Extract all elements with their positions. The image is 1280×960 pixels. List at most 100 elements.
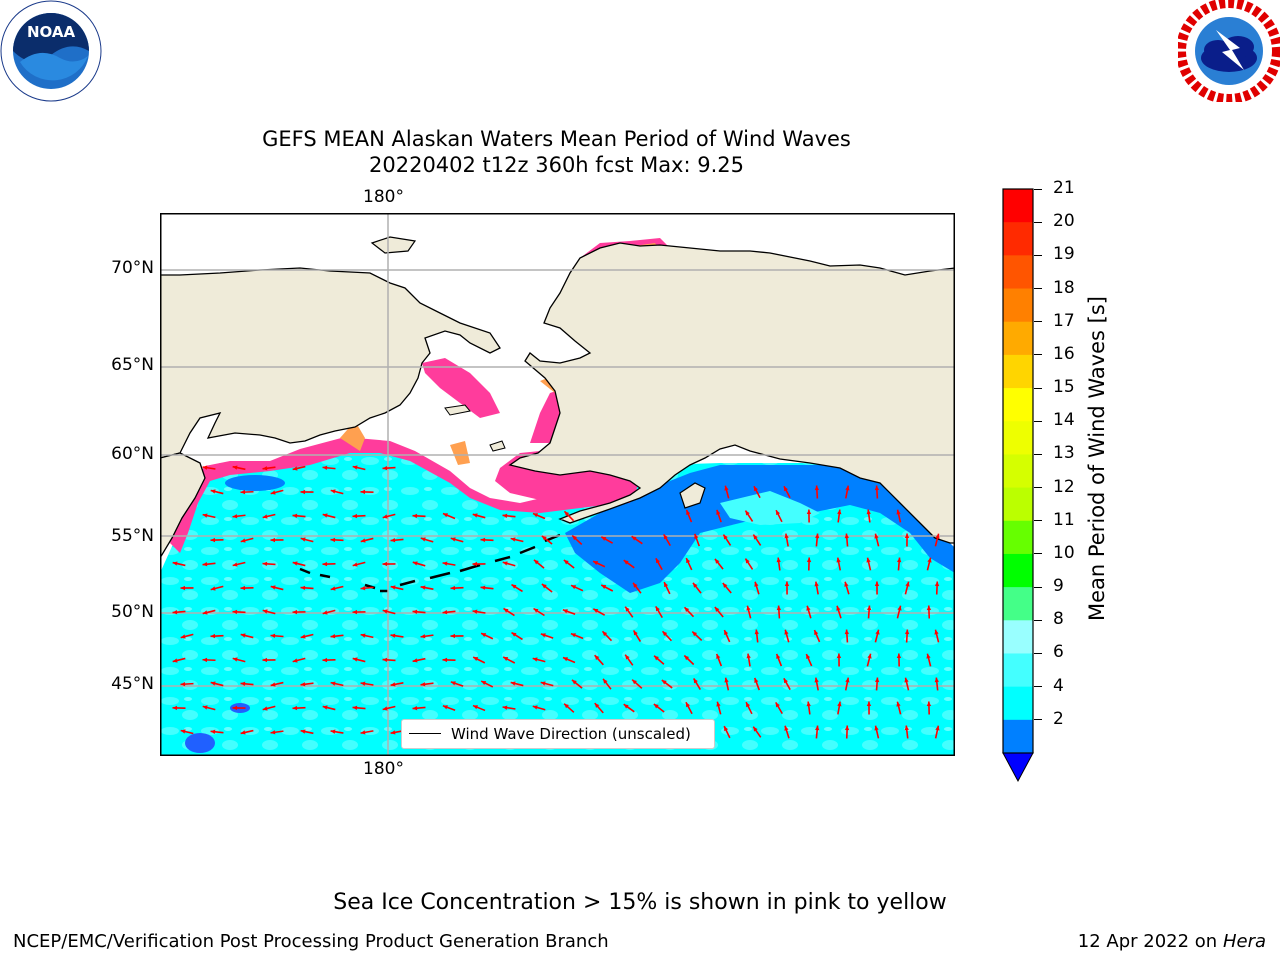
wind-wave-arrowhead xyxy=(262,657,268,663)
wind-wave-arrowhead xyxy=(897,557,902,563)
wind-wave-arrowhead xyxy=(382,465,388,471)
colorbar-tick-mark xyxy=(1034,652,1042,654)
wind-wave-arrowhead xyxy=(874,485,880,491)
wind-wave-arrowhead xyxy=(240,681,246,686)
colorbar-segment xyxy=(1003,719,1033,754)
wind-wave-arrowhead xyxy=(934,581,940,587)
wind-wave-arrowhead xyxy=(330,729,336,734)
wind-wave-arrowhead xyxy=(806,509,812,515)
colorbar-tick-mark xyxy=(1034,387,1042,389)
wind-wave-arrowhead xyxy=(815,533,820,539)
wind-wave-arrowhead xyxy=(724,677,729,683)
wind-wave-arrowhead xyxy=(775,702,780,708)
wind-wave-arrowhead xyxy=(594,655,600,660)
wind-wave-arrowhead xyxy=(806,701,811,707)
wind-wave-arrowhead xyxy=(754,677,759,683)
sea-ice-orange-2 xyxy=(450,441,470,465)
wind-wave-arrowhead xyxy=(300,585,306,591)
wind-wave-arrowhead xyxy=(210,729,216,734)
wind-wave-arrowhead xyxy=(934,629,939,635)
wind-wave-arrowhead xyxy=(300,489,306,495)
wind-wave-arrowhead xyxy=(814,485,820,491)
wind-wave-arrowhead xyxy=(300,682,306,687)
colorbar-tick-mark xyxy=(1034,188,1042,190)
colorbar-tick-mark xyxy=(1034,619,1042,621)
wind-wave-arrowhead xyxy=(390,682,396,687)
colorbar-tick-label: 11 xyxy=(1053,509,1075,530)
wind-wave-arrowhead xyxy=(180,729,186,734)
wind-wave-arrowhead xyxy=(874,677,880,683)
colorbar-segment xyxy=(1003,487,1033,522)
map-frame xyxy=(160,213,955,756)
wind-wave-arrowhead xyxy=(692,631,698,637)
wind-wave-arrowhead xyxy=(330,537,336,543)
wind-wave-arrowhead xyxy=(450,537,456,542)
wind-wave-arrowhead xyxy=(844,581,849,587)
wind-wave-arrowhead xyxy=(716,701,721,707)
wind-wave-arrowhead xyxy=(322,610,328,615)
wind-wave-arrowhead xyxy=(390,585,396,590)
map-gridlines xyxy=(160,213,955,756)
wind-wave-arrowhead xyxy=(412,658,418,663)
wind-wave-arrowhead xyxy=(655,558,660,564)
wind-wave-arrowhead xyxy=(693,678,698,684)
wind-wave-arrowhead xyxy=(360,538,366,543)
wind-wave-arrowhead xyxy=(905,581,910,587)
colorbar-segment xyxy=(1003,653,1033,688)
wind-wave-arrowhead xyxy=(593,608,599,613)
wind-wave-arrowhead xyxy=(754,629,759,635)
wind-wave-arrowhead xyxy=(180,634,186,639)
wind-wave-arrowhead xyxy=(784,629,789,635)
wind-wave-arrowhead xyxy=(240,489,246,495)
colorbar-frame xyxy=(1002,188,1034,754)
wind-wave-arrowhead xyxy=(896,509,901,515)
chart-title-line1: GEFS MEAN Alaskan Waters Mean Period of … xyxy=(262,127,851,151)
wind-wave-arrowhead xyxy=(784,725,789,731)
wind-wave-arrowhead xyxy=(472,513,478,518)
wind-wave-arrowhead xyxy=(352,562,358,567)
wind-wave-arrowhead xyxy=(866,605,872,611)
map-panel xyxy=(160,213,955,756)
wind-wave-arrowhead xyxy=(360,586,366,591)
wind-wave-arrowhead xyxy=(784,581,790,587)
wind-wave-arrowhead xyxy=(382,514,388,519)
wind-wave-arrowhead xyxy=(210,489,216,494)
wind-wave-arrowhead xyxy=(874,533,879,539)
chart-title-line2: 20220402 t12z 360h fcst Max: 9.25 xyxy=(369,153,744,177)
wind-wave-arrowhead xyxy=(202,610,208,615)
wind-wave-arrowhead xyxy=(540,633,546,638)
wind-wave-arrowhead xyxy=(844,725,850,731)
wind-wave-arrowhead xyxy=(934,677,939,683)
colorbar-segment xyxy=(1003,288,1033,323)
wind-wave-arrowhead xyxy=(202,562,208,567)
map-legend: Wind Wave Direction (unscaled) xyxy=(401,719,715,749)
wind-wave-arrowhead xyxy=(601,584,607,589)
wind-wave-arrowhead xyxy=(292,705,298,711)
wind-wave-arrowhead xyxy=(926,701,932,707)
colorbar-tick-mark xyxy=(1034,321,1042,323)
wind-wave-arrowhead xyxy=(472,561,478,567)
wind-wave-arrowhead xyxy=(746,605,751,611)
wind-wave-arrowhead xyxy=(532,513,538,518)
colorbar-tick-label: 4 xyxy=(1053,675,1064,696)
wind-wave-arrowhead xyxy=(330,586,336,591)
wind-wave-arrowhead xyxy=(724,726,729,732)
wind-wave-arrowhead xyxy=(180,681,186,687)
wind-wave-arrowhead xyxy=(654,655,659,661)
wind-wave-arrowhead xyxy=(714,558,720,564)
wind-wave-arrowhead xyxy=(511,632,517,637)
colorbar-tick-mark xyxy=(1034,487,1042,489)
wind-wave-arrowhead xyxy=(442,513,448,518)
wind-wave-arrowhead xyxy=(935,533,940,539)
colorbar-tick-label: 18 xyxy=(1053,277,1075,298)
wind-wave-arrowhead xyxy=(300,634,306,639)
wind-wave-arrowhead xyxy=(837,509,842,515)
wind-wave-arrowhead xyxy=(927,557,932,563)
wind-wave-arrowhead xyxy=(844,533,849,539)
wind-wave-arrowhead xyxy=(603,678,608,684)
wind-wave-arrowhead xyxy=(753,486,758,492)
colorbar-tick-mark xyxy=(1034,254,1042,256)
wind-wave-arrowhead xyxy=(270,730,276,735)
wind-wave-arrowhead xyxy=(814,630,819,636)
wind-wave-arrowhead xyxy=(875,629,880,635)
